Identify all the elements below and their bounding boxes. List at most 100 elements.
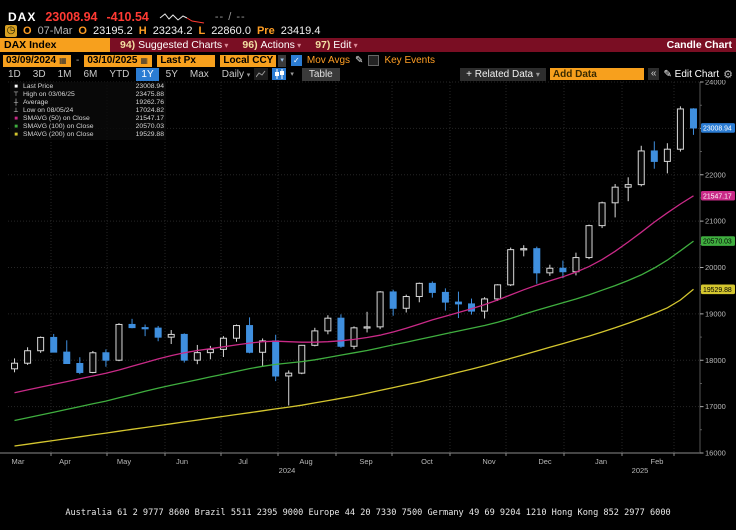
date-from-input[interactable]: 03/09/2024 ▦: [3, 54, 71, 67]
period-tab-max[interactable]: Max: [189, 68, 209, 80]
table-button[interactable]: Table: [301, 67, 340, 81]
legend-row: ⊤ High on 03/06/25 23475.88: [12, 91, 164, 99]
chart-legend: ■ Last Price 23008.94 ⊤ High on 03/06/25 2347…: [10, 82, 166, 140]
legend-value: 23475.88: [135, 91, 164, 98]
svg-text:18000: 18000: [705, 356, 726, 365]
chart-type-dropdown-icon[interactable]: ▾: [290, 71, 294, 78]
low-label: L: [198, 24, 206, 37]
svg-text:Nov: Nov: [482, 457, 496, 466]
period-tab-ytd[interactable]: YTD: [109, 68, 130, 80]
key-events-label: Key Events: [384, 55, 436, 66]
footer-contacts-line1: Australia 61 2 9777 8600 Brazil 5511 239…: [65, 508, 671, 518]
period-tab-1y[interactable]: 1Y: [136, 67, 159, 81]
legend-label: Last Price: [23, 83, 54, 90]
candlestick-chart[interactable]: 1600017000180001900020000210002200023000…: [0, 80, 736, 487]
period-tab-6m[interactable]: 6M: [83, 68, 98, 80]
calendar-icon[interactable]: ▦: [140, 55, 148, 65]
period-tab-1d[interactable]: 1D: [8, 68, 21, 80]
legend-label: High on 03/06/25: [23, 91, 75, 98]
delayed-clock-icon: ◷: [5, 24, 17, 37]
mov-avgs-edit-icon[interactable]: ✎: [355, 55, 364, 66]
security-input[interactable]: DAX Index: [0, 38, 110, 52]
line-chart-icon[interactable]: [254, 68, 269, 80]
price-field-select[interactable]: Last Px: [157, 54, 216, 67]
menu-suggested-charts[interactable]: 94) Suggested Charts ▾: [120, 39, 229, 51]
period-row: 1D 3D 1M 6M YTD 1Y 5Y Max Daily ▾ ▾ Table + Rel…: [3, 67, 733, 81]
svg-text:16000: 16000: [705, 449, 726, 458]
high-value: 23234.2: [152, 24, 193, 37]
low-value: 22860.0: [211, 24, 251, 37]
legend-value: 23008.94: [135, 83, 164, 90]
legend-label: SMAVG (200) on Close: [23, 131, 94, 138]
period-tab-3d[interactable]: 3D: [32, 68, 46, 80]
related-data-label: + Related Data: [466, 68, 534, 80]
svg-text:Jul: Jul: [238, 457, 248, 466]
legend-row: ┼ Average 19262.76: [12, 99, 164, 107]
collapse-icon[interactable]: «: [647, 68, 660, 80]
currency-dropdown-icon[interactable]: ▾: [278, 54, 286, 67]
date-to-value: 03/10/2025: [87, 54, 138, 66]
period-tab-1m[interactable]: 1M: [57, 68, 72, 80]
open-value: 23195.2: [92, 24, 133, 37]
legend-value: 19262.76: [135, 99, 164, 106]
svg-text:Jun: Jun: [176, 457, 188, 466]
svg-text:Sep: Sep: [359, 457, 372, 466]
legend-row: ■ SMAVG (200) on Close 19529.88: [12, 131, 164, 139]
footer: Australia 61 2 9777 8600 Brazil 5511 239…: [0, 487, 736, 530]
gear-icon[interactable]: ⚙: [723, 68, 733, 81]
svg-text:21000: 21000: [705, 217, 726, 226]
svg-text:May: May: [117, 457, 131, 466]
svg-text:2025: 2025: [632, 466, 649, 475]
prev-label: Pre: [256, 24, 275, 37]
period-tab-5y[interactable]: 5Y: [165, 68, 178, 80]
ticker-symbol: DAX: [8, 10, 37, 24]
sparkline: [159, 13, 204, 24]
mov-avgs-checkbox[interactable]: ✓: [290, 55, 302, 66]
filter-row: 03/09/2024 ▦ - 03/10/2025 ▦ Last Px Loca…: [3, 54, 435, 67]
open-label: O: [78, 24, 87, 37]
session-date: 07-Mar: [37, 24, 73, 37]
legend-value: 21547.17: [135, 115, 164, 122]
session-marker: O: [23, 24, 32, 37]
legend-label: SMAVG (100) on Close: [23, 123, 94, 130]
legend-value: 20570.03: [135, 123, 164, 130]
date-from-value: 03/09/2024: [6, 54, 57, 66]
legend-marker-icon: ■: [14, 124, 18, 130]
high-label: H: [138, 24, 147, 37]
bid-ask: -- / --: [214, 11, 246, 23]
legend-marker-icon: ■: [14, 84, 18, 90]
frequency-value: Daily: [221, 68, 245, 80]
svg-text:20570.03: 20570.03: [703, 239, 732, 246]
related-data-button[interactable]: + Related Data ▾: [460, 67, 546, 81]
legend-marker-icon: ⊤: [13, 92, 19, 98]
menu-actions[interactable]: 96) Actions ▾: [242, 39, 302, 51]
date-to-input[interactable]: 03/10/2025 ▦: [84, 54, 153, 67]
legend-value: 19529.88: [135, 131, 164, 138]
menu-items: 94) Suggested Charts ▾ 96) Actions ▾ 97) E…: [120, 39, 358, 51]
svg-text:Feb: Feb: [651, 457, 664, 466]
period-tabs: 1D 3D 1M 6M YTD 1Y 5Y Max: [3, 67, 214, 81]
svg-text:Jan: Jan: [595, 457, 607, 466]
legend-marker-icon: ■: [14, 116, 18, 122]
svg-text:22000: 22000: [705, 170, 726, 179]
add-data-input[interactable]: [549, 68, 644, 80]
frequency-select[interactable]: Daily ▾: [221, 68, 251, 80]
svg-text:19000: 19000: [705, 309, 726, 318]
candle-chart-icon[interactable]: [272, 68, 287, 80]
svg-text:Oct: Oct: [421, 457, 434, 466]
last-price: 23008.94: [45, 10, 98, 24]
menu-edit[interactable]: 97) Edit ▾: [315, 39, 358, 51]
chart-type-label: Candle Chart: [666, 39, 732, 51]
svg-text:17000: 17000: [705, 402, 726, 411]
mov-avgs-label: Mov Avgs: [306, 55, 351, 66]
prev-value: 23419.4: [280, 24, 321, 37]
legend-row: ■ SMAVG (100) on Close 20570.03: [12, 123, 164, 131]
svg-text:Mar: Mar: [12, 457, 25, 466]
menu-bar: DAX Index 94) Suggested Charts ▾ 96) Acti…: [0, 38, 736, 52]
svg-text:24000: 24000: [705, 80, 726, 87]
svg-text:Aug: Aug: [299, 457, 312, 466]
edit-chart-button[interactable]: ✎ Edit Chart: [663, 69, 719, 80]
key-events-checkbox[interactable]: [368, 55, 380, 66]
calendar-icon[interactable]: ▦: [59, 55, 67, 65]
currency-select[interactable]: Local CCY: [220, 54, 277, 67]
